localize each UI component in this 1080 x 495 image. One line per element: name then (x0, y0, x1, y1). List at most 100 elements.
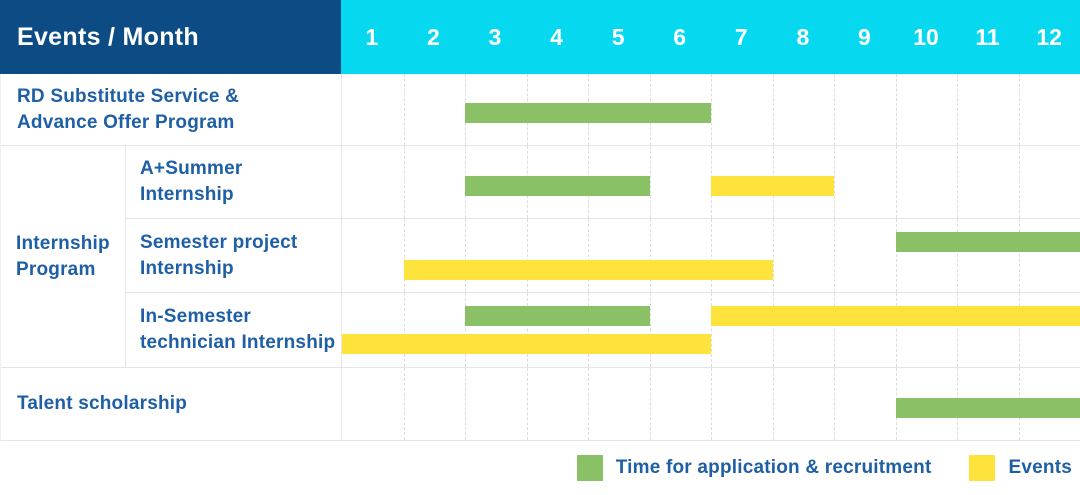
gantt-row-timeline (342, 293, 1080, 367)
gantt-bar-green-m3-m5 (465, 306, 650, 326)
legend-label-green: Time for application & recruitment (616, 457, 932, 479)
group-label-line-1: Internship (16, 231, 125, 257)
month-gridline (834, 293, 835, 367)
month-gridline (773, 74, 774, 145)
page-title: Events / Month (17, 23, 199, 52)
month-gridline (957, 293, 958, 367)
row-label-line-1: Talent scholarship (17, 391, 341, 417)
month-header-7: 7 (710, 0, 772, 74)
month-header-1: 1 (341, 0, 403, 74)
month-gridline (404, 368, 405, 440)
gantt-row-timeline (342, 368, 1080, 440)
row-label: Talent scholarship (1, 368, 342, 440)
month-gridline (957, 219, 958, 292)
month-gridline (711, 219, 712, 292)
month-header-10: 10 (895, 0, 957, 74)
month-gridline (527, 368, 528, 440)
month-gridline (588, 293, 589, 367)
legend-item-yellow: Events (969, 455, 1072, 481)
month-gridline (896, 74, 897, 145)
month-gridline (1019, 219, 1020, 292)
month-header-6: 6 (649, 0, 711, 74)
month-gridline (650, 368, 651, 440)
month-gridline (711, 368, 712, 440)
month-gridline (957, 74, 958, 145)
row-label-line-2: Internship (140, 182, 341, 208)
row-label-line-2: Advance Offer Program (17, 110, 341, 136)
month-gridline (834, 219, 835, 292)
month-gridline (650, 219, 651, 292)
month-gridline (711, 74, 712, 145)
month-gridline (404, 146, 405, 218)
month-header-9: 9 (834, 0, 896, 74)
month-gridline (834, 368, 835, 440)
month-gridline (588, 219, 589, 292)
gantt-row-timeline (342, 74, 1080, 145)
group-label-line-2: Program (16, 257, 125, 283)
month-gridline (896, 293, 897, 367)
month-gridline (404, 74, 405, 145)
month-gridline (465, 293, 466, 367)
gantt-bar-yellow-m1-m6 (342, 334, 711, 354)
month-gridline (404, 219, 405, 292)
row-label-line-2: technician Internship (140, 330, 341, 356)
month-header-11: 11 (957, 0, 1019, 74)
month-gridline (465, 368, 466, 440)
month-gridline (896, 219, 897, 292)
month-gridline (527, 219, 528, 292)
month-gridline (465, 219, 466, 292)
month-header-12: 12 (1018, 0, 1080, 74)
month-header-5: 5 (587, 0, 649, 74)
gantt-row: RD Substitute Service &Advance Offer Pro… (1, 74, 1080, 146)
legend: Time for application & recruitment Events (0, 441, 1080, 495)
month-gridline (773, 368, 774, 440)
gantt-bar-green-m3-m6 (465, 103, 711, 123)
gantt-row-timeline (342, 146, 1080, 218)
month-gridline (711, 293, 712, 367)
gantt-bar-green-m10-m12 (896, 232, 1080, 252)
month-header-4: 4 (526, 0, 588, 74)
gantt-bar-green-m3-m5 (465, 176, 650, 196)
gantt-row: Talent scholarship (1, 368, 1080, 441)
row-label: RD Substitute Service &Advance Offer Pro… (1, 74, 342, 145)
month-gridline (834, 74, 835, 145)
month-header-3: 3 (464, 0, 526, 74)
row-label-line-2: Internship (140, 256, 341, 282)
month-gridline (1019, 74, 1020, 145)
gantt-bar-yellow-m7-m8 (711, 176, 834, 196)
month-gridline (1019, 293, 1020, 367)
row-label-line-1: In-Semester (140, 304, 341, 330)
month-gridline (650, 146, 651, 218)
month-gridline (1019, 146, 1020, 218)
legend-item-green: Time for application & recruitment (577, 455, 932, 481)
month-gridline (896, 146, 897, 218)
gantt-row-timeline (342, 219, 1080, 292)
month-gridline (957, 146, 958, 218)
month-gridline (588, 368, 589, 440)
events-month-header-cell: Events / Month (0, 0, 341, 74)
month-gridline (834, 146, 835, 218)
gantt-bar-green-m10-m12 (896, 398, 1080, 418)
legend-label-yellow: Events (1008, 457, 1072, 479)
month-header-2: 2 (403, 0, 465, 74)
month-gridline (773, 293, 774, 367)
month-gridline (773, 219, 774, 292)
month-gridline (650, 293, 651, 367)
month-header-8: 8 (772, 0, 834, 74)
row-label-line-1: Semester project (140, 230, 341, 256)
row-label-line-1: RD Substitute Service & (17, 84, 341, 110)
gantt-bar-yellow-m2-m7 (404, 260, 773, 280)
row-label-line-1: A+Summer (140, 156, 341, 182)
